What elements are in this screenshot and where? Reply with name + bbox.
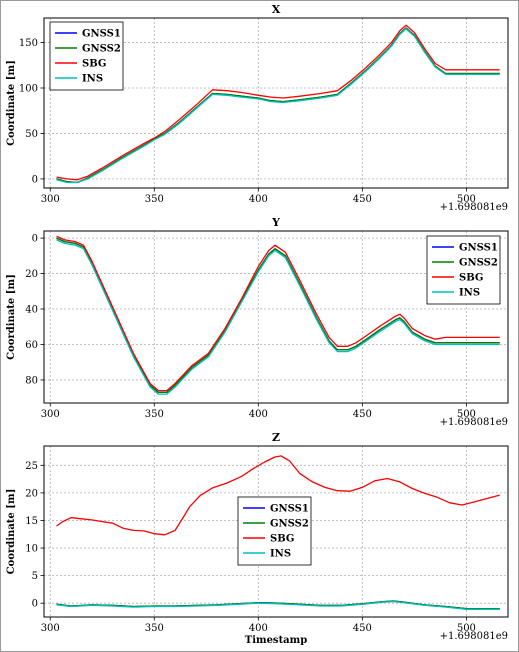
x-tick-label: 350	[145, 623, 164, 634]
chart-title: X	[272, 3, 281, 16]
chart-title: Y	[271, 216, 280, 229]
x-tick-label: 400	[249, 409, 268, 420]
x-offset-label: +1.698081e9	[440, 417, 508, 428]
legend: GNSS1 GNSS2 SBG INS	[49, 21, 124, 91]
legend: GNSS1 GNSS2 SBG INS	[237, 496, 312, 566]
x-tick-label: 300	[41, 194, 60, 205]
axes-frame	[43, 17, 509, 189]
x-tick-label: 450	[353, 409, 372, 420]
x-tick-label: 400	[249, 623, 268, 634]
chart-title: Z	[272, 431, 280, 444]
y-tick-label: 5	[32, 571, 38, 582]
series-line-ins	[56, 28, 500, 184]
axes-frame	[43, 445, 509, 618]
series-lines	[56, 455, 500, 610]
x-tick-label: 300	[41, 409, 60, 420]
x-tick-label: 500	[457, 409, 476, 420]
series-line-gnss2	[56, 27, 500, 184]
legend-label-gnss1: GNSS1	[82, 29, 121, 40]
x-axis-label: Timestamp	[245, 635, 308, 646]
x-tick-label: 500	[457, 623, 476, 634]
legend-label-ins: INS	[82, 74, 103, 85]
x-offset-label: +1.698081e9	[440, 202, 508, 213]
series-lines	[56, 235, 500, 395]
legend-label-sbg: SBG	[82, 59, 106, 70]
y-tick-label: 150	[19, 38, 38, 49]
legend-label-gnss1: GNSS1	[459, 243, 498, 254]
x-tick-label: 300	[41, 623, 60, 634]
y-tick-label: 80	[25, 375, 38, 386]
y-tick-label: 50	[25, 129, 38, 140]
legend-label-sbg: SBG	[459, 273, 483, 284]
chart-x: 300 350 400 450 500 0 50 100 150 +1.698081e9 X Coor…	[6, 3, 509, 213]
y-axis-label: Coordinate [m]	[6, 60, 17, 146]
axes-frame	[43, 230, 509, 404]
x-tick-label: 350	[145, 409, 164, 420]
y-tick-label: 0	[32, 174, 38, 185]
x-tick-label: 500	[457, 194, 476, 205]
x-tick-label: 450	[353, 194, 372, 205]
x-tick-label: 400	[249, 194, 268, 205]
series-line-gnss2	[56, 237, 500, 394]
legend-label-ins: INS	[459, 288, 480, 299]
series-line-ins	[56, 600, 500, 610]
series-line-ins	[56, 239, 500, 395]
y-tick-label: 0	[32, 234, 38, 245]
y-tick-label: 0	[32, 599, 38, 610]
x-tick-label: 350	[145, 194, 164, 205]
series-line-sbg	[56, 455, 500, 536]
y-axis-label: Coordinate [m]	[6, 489, 17, 575]
x-tick-label: 450	[353, 623, 372, 634]
series-line-gnss1	[56, 600, 500, 610]
legend-label-gnss2: GNSS2	[270, 519, 309, 530]
series-line-sbg	[56, 24, 500, 181]
y-tick-label: 25	[25, 461, 38, 472]
chart-z: 300 350 400 450 500 0 5 10 15 20 25 +1.698081e9 Z Coo…	[6, 431, 509, 646]
y-tick-label: 100	[19, 84, 38, 95]
legend-label-gnss2: GNSS2	[82, 44, 121, 55]
legend: GNSS1 GNSS2 SBG INS	[426, 235, 501, 305]
legend-label-gnss2: GNSS2	[459, 258, 498, 269]
y-tick-label: 10	[25, 544, 38, 555]
series-lines	[56, 24, 500, 184]
chart-y: 300 350 400 450 500 0 20 40 60 80 +1.698081e9 Y Coor…	[6, 216, 509, 428]
series-line-sbg	[56, 235, 500, 392]
y-tick-label: 40	[25, 305, 38, 316]
legend-label-gnss1: GNSS1	[270, 504, 309, 515]
legend-label-ins: INS	[270, 549, 291, 560]
x-offset-label: +1.698081e9	[440, 631, 508, 642]
legend-label-sbg: SBG	[270, 534, 294, 545]
y-tick-label: 20	[25, 269, 38, 280]
y-tick-label: 15	[25, 516, 38, 527]
y-axis-label: Coordinate [m]	[6, 274, 17, 360]
series-line-gnss2	[56, 600, 500, 610]
y-tick-label: 60	[25, 340, 38, 351]
y-tick-label: 20	[25, 488, 38, 499]
